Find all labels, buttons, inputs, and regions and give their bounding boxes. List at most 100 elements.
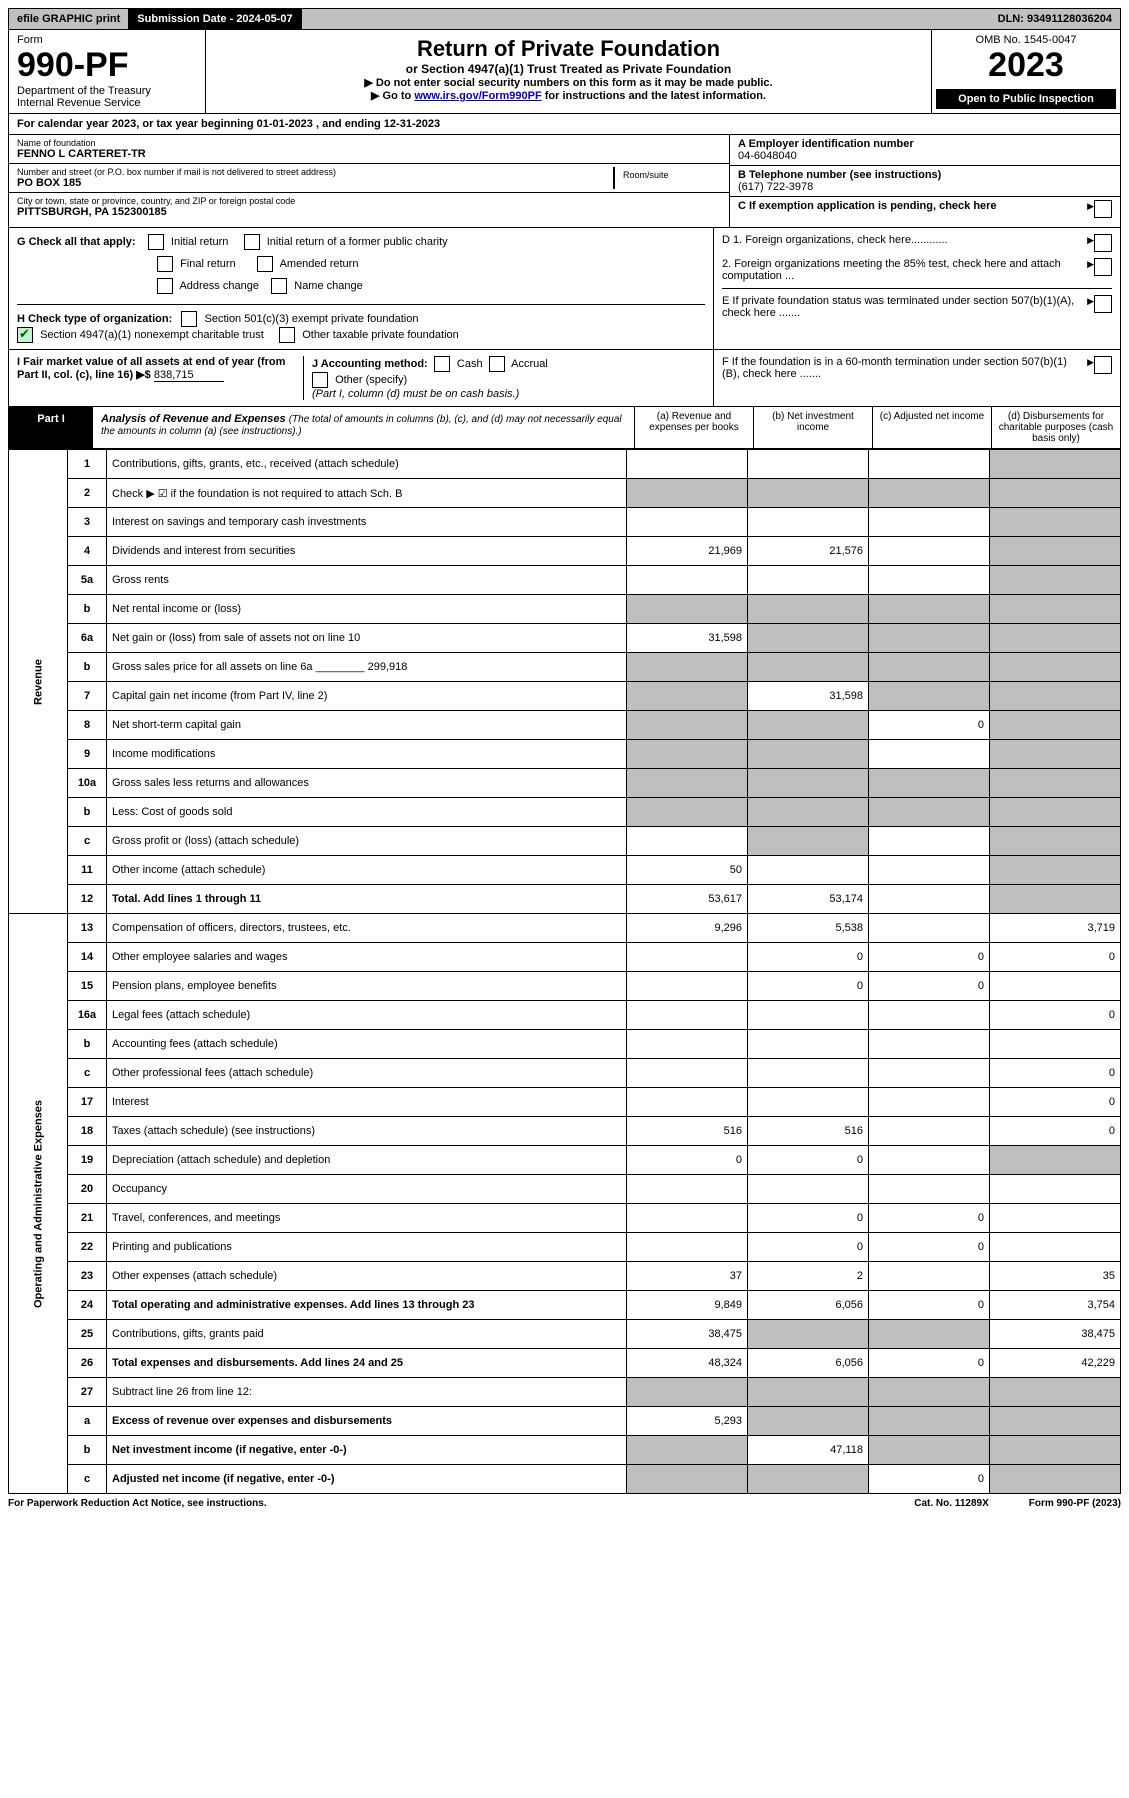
room-label: Room/suite bbox=[623, 170, 713, 180]
amount-cell bbox=[748, 653, 869, 682]
amount-cell bbox=[990, 682, 1121, 711]
amount-cell bbox=[627, 682, 748, 711]
line-description: Accounting fees (attach schedule) bbox=[107, 1030, 627, 1059]
line-description: Pension plans, employee benefits bbox=[107, 972, 627, 1001]
amount-cell bbox=[869, 566, 990, 595]
d2-checkbox[interactable] bbox=[1094, 258, 1112, 276]
exemption-checkbox[interactable] bbox=[1094, 200, 1112, 218]
amended-return-label: Amended return bbox=[280, 258, 359, 270]
amount-cell: 0 bbox=[869, 972, 990, 1001]
4947-checkbox[interactable] bbox=[17, 327, 33, 343]
amount-cell: 0 bbox=[990, 943, 1121, 972]
cash-checkbox[interactable] bbox=[434, 356, 450, 372]
line-number: b bbox=[68, 798, 107, 827]
table-row: 18Taxes (attach schedule) (see instructi… bbox=[9, 1117, 1121, 1146]
initial-return-checkbox[interactable] bbox=[148, 234, 164, 250]
amount-cell bbox=[869, 1407, 990, 1436]
arrow-icon bbox=[1083, 258, 1094, 270]
form-word: Form bbox=[17, 34, 197, 46]
line-number: 21 bbox=[68, 1204, 107, 1233]
line-description: Less: Cost of goods sold bbox=[107, 798, 627, 827]
amount-cell bbox=[990, 479, 1121, 508]
line-description: Gross sales less returns and allowances bbox=[107, 769, 627, 798]
amount-cell bbox=[869, 827, 990, 856]
line-number: b bbox=[68, 595, 107, 624]
foundation-name: FENNO L CARTERET-TR bbox=[17, 148, 721, 160]
amount-cell: 50 bbox=[627, 856, 748, 885]
other-taxable-checkbox[interactable] bbox=[279, 327, 295, 343]
amount-cell bbox=[627, 711, 748, 740]
amount-cell bbox=[748, 479, 869, 508]
amended-return-checkbox[interactable] bbox=[257, 256, 273, 272]
arrow-icon bbox=[1083, 200, 1094, 212]
dln: DLN: 93491128036204 bbox=[990, 9, 1120, 29]
initial-former-checkbox[interactable] bbox=[244, 234, 260, 250]
amount-cell: 0 bbox=[990, 1117, 1121, 1146]
omb-number: OMB No. 1545-0047 bbox=[936, 34, 1116, 46]
amount-cell bbox=[627, 798, 748, 827]
address-change-checkbox[interactable] bbox=[157, 278, 173, 294]
amount-cell bbox=[748, 798, 869, 827]
amount-cell: 5,293 bbox=[627, 1407, 748, 1436]
line-number: b bbox=[68, 653, 107, 682]
line-description: Other expenses (attach schedule) bbox=[107, 1262, 627, 1291]
amount-cell bbox=[869, 595, 990, 624]
amount-cell bbox=[990, 1233, 1121, 1262]
amount-cell: 38,475 bbox=[627, 1320, 748, 1349]
501c3-checkbox[interactable] bbox=[181, 311, 197, 327]
amount-cell bbox=[990, 1204, 1121, 1233]
i-label: I Fair market value of all assets at end… bbox=[17, 356, 285, 381]
other-method-label: Other (specify) bbox=[335, 374, 407, 386]
table-row: Operating and Administrative Expenses13C… bbox=[9, 914, 1121, 943]
table-row: 27Subtract line 26 from line 12: bbox=[9, 1378, 1121, 1407]
amount-cell bbox=[990, 1436, 1121, 1465]
amount-cell bbox=[869, 537, 990, 566]
amount-cell bbox=[990, 537, 1121, 566]
line-description: Contributions, gifts, grants, etc., rece… bbox=[107, 450, 627, 479]
line-description: Check ▶ ☑ if the foundation is not requi… bbox=[107, 479, 627, 508]
amount-cell: 35 bbox=[990, 1262, 1121, 1291]
amount-cell bbox=[627, 450, 748, 479]
amount-cell bbox=[869, 1059, 990, 1088]
line-number: 6a bbox=[68, 624, 107, 653]
line-number: 10a bbox=[68, 769, 107, 798]
e-checkbox[interactable] bbox=[1094, 295, 1112, 313]
accrual-checkbox[interactable] bbox=[489, 356, 505, 372]
part1-title: Analysis of Revenue and Expenses bbox=[101, 413, 286, 425]
amount-cell bbox=[990, 1378, 1121, 1407]
line-number: b bbox=[68, 1436, 107, 1465]
amount-cell: 38,475 bbox=[990, 1320, 1121, 1349]
calendar-year-row: For calendar year 2023, or tax year begi… bbox=[8, 114, 1121, 135]
amount-cell bbox=[990, 827, 1121, 856]
f-checkbox[interactable] bbox=[1094, 356, 1112, 374]
d1-checkbox[interactable] bbox=[1094, 234, 1112, 252]
name-change-label: Name change bbox=[294, 280, 363, 292]
table-row: 5aGross rents bbox=[9, 566, 1121, 595]
arrow-icon bbox=[1083, 356, 1094, 368]
line-number: c bbox=[68, 1465, 107, 1494]
table-row: bLess: Cost of goods sold bbox=[9, 798, 1121, 827]
amount-cell bbox=[869, 1001, 990, 1030]
501c3-label: Section 501(c)(3) exempt private foundat… bbox=[204, 313, 418, 325]
name-change-checkbox[interactable] bbox=[271, 278, 287, 294]
other-method-checkbox[interactable] bbox=[312, 372, 328, 388]
amount-cell bbox=[990, 972, 1121, 1001]
table-row: 7Capital gain net income (from Part IV, … bbox=[9, 682, 1121, 711]
line-number: 23 bbox=[68, 1262, 107, 1291]
final-return-checkbox[interactable] bbox=[157, 256, 173, 272]
line-number: 19 bbox=[68, 1146, 107, 1175]
line-description: Gross rents bbox=[107, 566, 627, 595]
name-label: Name of foundation bbox=[17, 138, 721, 148]
line-description: Interest on savings and temporary cash i… bbox=[107, 508, 627, 537]
amount-cell bbox=[627, 566, 748, 595]
amount-cell bbox=[869, 885, 990, 914]
amount-cell: 0 bbox=[869, 1349, 990, 1378]
irs-link[interactable]: www.irs.gov/Form990PF bbox=[414, 90, 541, 102]
part1-header: Part I Analysis of Revenue and Expenses … bbox=[8, 407, 1121, 449]
table-row: 2Check ▶ ☑ if the foundation is not requ… bbox=[9, 479, 1121, 508]
amount-cell: 0 bbox=[869, 1233, 990, 1262]
line-description: Other income (attach schedule) bbox=[107, 856, 627, 885]
fmv-value: 838,715 bbox=[154, 369, 224, 382]
open-inspection: Open to Public Inspection bbox=[936, 89, 1116, 109]
amount-cell bbox=[748, 1030, 869, 1059]
